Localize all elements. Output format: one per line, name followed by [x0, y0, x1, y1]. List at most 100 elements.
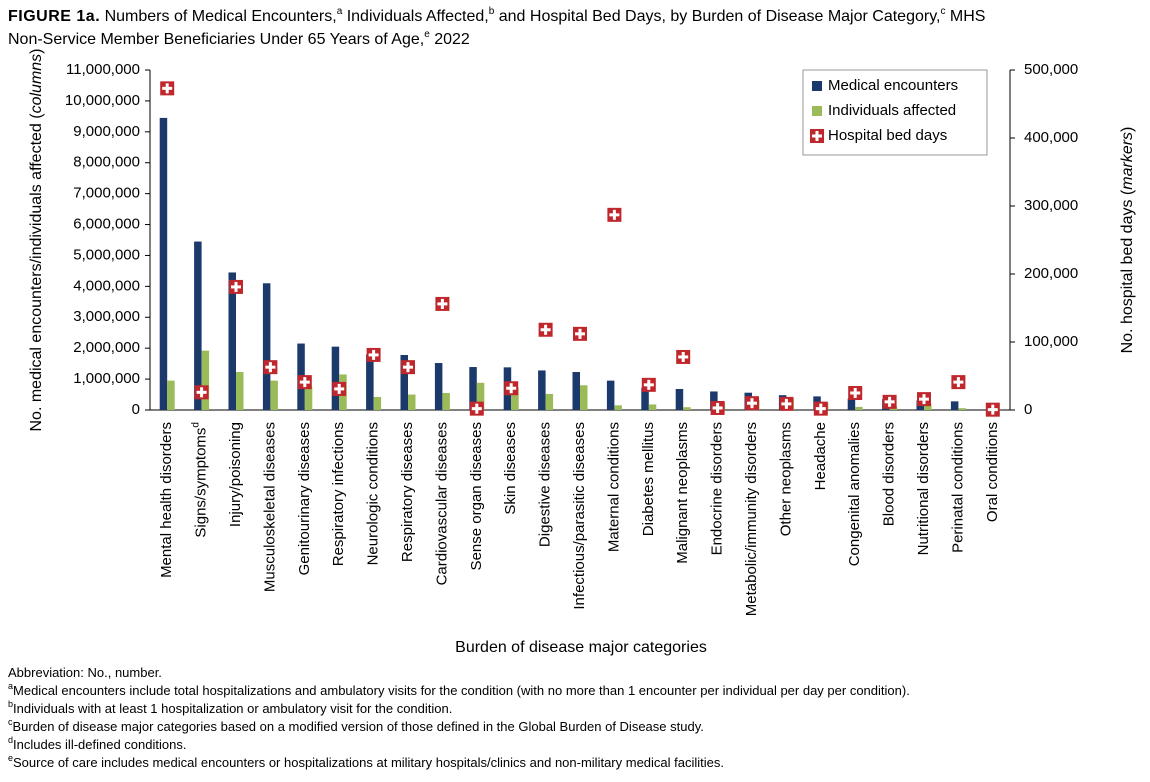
category-name: Blood disorders: [881, 422, 898, 526]
y-tick-label: 5,000,000: [73, 246, 140, 263]
y-tick-label: 11,000,000: [66, 61, 140, 78]
legend-swatch: [812, 106, 822, 116]
footnote-text: Burden of disease major categories based…: [13, 719, 704, 734]
text-accent: a: [337, 6, 343, 17]
bar: [641, 387, 649, 410]
bar: [366, 354, 374, 410]
category-name: Mental health disorders: [158, 422, 175, 578]
category-name: Neurologic conditions: [365, 422, 382, 565]
marker-cross: [506, 386, 517, 390]
category-name: Sense organ diseases: [468, 422, 485, 570]
bed-days-marker: [779, 396, 794, 411]
category-name: Infectious/parasitic diseases: [571, 422, 588, 610]
category-name: Maternal conditions: [605, 422, 622, 552]
marker-cross: [781, 402, 792, 406]
x-tick-label: Other neoplasms: [777, 422, 794, 536]
category-name: Cardiovascular diseases: [433, 422, 450, 585]
category-name: Digestive diseases: [537, 422, 554, 547]
marker-cross: [265, 365, 276, 369]
text-part: Individuals Affected,: [342, 8, 488, 25]
bed-days-marker: [641, 377, 656, 392]
x-tick-label: Skin diseases: [502, 422, 519, 515]
category-name: Respiratory infections: [330, 422, 347, 566]
bar: [228, 272, 236, 410]
footnote-mark: c: [8, 717, 13, 727]
legend-box: [802, 69, 988, 156]
legend-label: Hospital bed days: [828, 127, 947, 144]
bar: [580, 385, 588, 410]
category-name: Perinatal conditions: [949, 422, 966, 553]
x-tick-label: Nutritional disorders: [915, 422, 932, 555]
bar: [950, 401, 959, 410]
text-part: 2022: [430, 31, 470, 48]
bar: [408, 394, 416, 410]
bar: [511, 387, 519, 410]
text-part: ): [28, 48, 45, 53]
text-part: No. hospital bed days (: [1119, 189, 1136, 353]
x-tick-label: Endocrine disorders: [709, 422, 726, 555]
y2-axis-label: No. hospital bed days (markers): [1119, 127, 1136, 354]
y2-tick-label: 500,000: [1024, 61, 1078, 78]
x-tick-label: Maternal conditions: [605, 422, 622, 552]
bed-days-marker: [676, 349, 691, 364]
bed-days-marker: [194, 385, 209, 400]
category-name: Congenital anomalies: [846, 422, 863, 566]
marker-cross: [437, 302, 448, 306]
footnote-text: Individuals with at least 1 hospitalizat…: [13, 701, 452, 716]
y-tick-label: 0: [132, 401, 140, 418]
text-accent: b: [489, 6, 495, 17]
marker-cross: [747, 401, 757, 405]
footnote: Abbreviation: No., number.: [8, 665, 162, 680]
chart-title: Non-Service Member Beneficiaries Under 6…: [8, 29, 470, 48]
bar: [572, 371, 580, 410]
text-part: MHS: [945, 8, 985, 25]
bed-days-marker: [229, 279, 243, 294]
y2-tick-label: 200,000: [1024, 265, 1078, 282]
y-axis-label: No. medical encounters/individuals affec…: [28, 48, 45, 431]
footnote: eSource of care includes medical encount…: [8, 753, 724, 770]
x-tick-label: Respiratory diseases: [399, 422, 416, 562]
bar: [847, 398, 856, 410]
x-tick-label: Diabetes mellitus: [640, 422, 657, 536]
figure-label: FIGURE 1a.: [8, 8, 100, 25]
bar: [194, 241, 202, 410]
bed-days-marker: [573, 326, 587, 341]
footnote-mark: a: [8, 681, 13, 691]
bar: [373, 397, 382, 410]
category-name: Malignant neoplasms: [674, 422, 691, 564]
marker-cross: [368, 353, 379, 357]
legend-swatch: [812, 81, 822, 91]
footnote: cBurden of disease major categories base…: [8, 717, 704, 734]
bed-days-marker: [401, 360, 415, 375]
x-tick-label: Malignant neoplasms: [674, 422, 691, 564]
y-tick-label: 7,000,000: [73, 185, 140, 202]
category-name: Skin diseases: [502, 422, 519, 515]
category-name: Injury/poisoning: [227, 422, 244, 527]
marker-cross: [850, 391, 861, 395]
bar: [958, 408, 966, 410]
category-name: Nutritional disorders: [915, 422, 932, 555]
category-name: Diabetes mellitus: [640, 422, 657, 536]
text-part: ): [1119, 127, 1136, 132]
x-tick-label: Respiratory infections: [330, 422, 347, 566]
bar: [675, 388, 684, 410]
footnote-text: Source of care includes medical encounte…: [13, 755, 724, 770]
bar: [434, 363, 443, 410]
x-axis-label: Burden of disease major categories: [455, 639, 707, 656]
bed-days-marker: [951, 375, 966, 390]
marker-cross: [471, 407, 482, 411]
bed-days-marker: [710, 400, 725, 415]
y2-tick-label: 0: [1024, 401, 1032, 418]
category-name: Headache: [812, 422, 829, 490]
x-tick-label: Injury/poisoning: [227, 422, 244, 527]
y-tick-label: 9,000,000: [73, 123, 140, 140]
x-tick-label: Oral conditions: [984, 422, 1001, 522]
x-tick-label: Genitourinary diseases: [296, 422, 313, 575]
marker-cross: [815, 407, 826, 411]
y-tick-label: 4,000,000: [73, 277, 140, 294]
text-part: and Hospital Bed Days, by Burden of Dise…: [494, 8, 940, 25]
text-part: Numbers of Medical Encounters,: [105, 8, 337, 25]
bar: [855, 406, 863, 410]
footnote-mark: b: [8, 699, 13, 709]
